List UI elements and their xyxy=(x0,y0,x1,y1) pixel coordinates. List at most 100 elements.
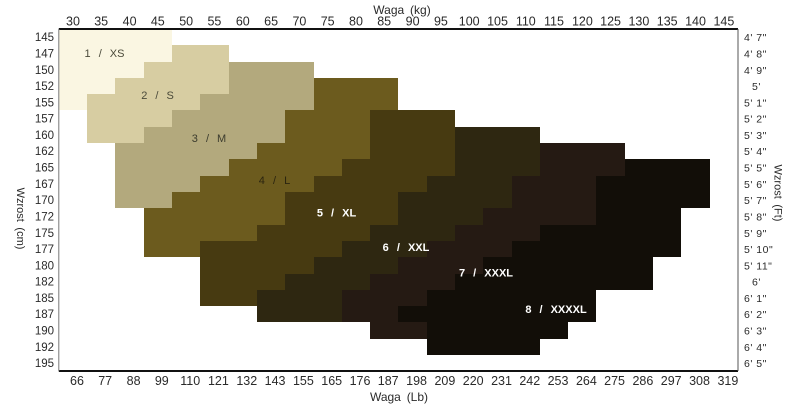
svg-text:85: 85 xyxy=(377,15,391,29)
svg-text:155: 155 xyxy=(293,374,314,388)
svg-text:209: 209 xyxy=(434,374,455,388)
svg-text:105: 105 xyxy=(487,15,508,29)
svg-text:Waga (kg): Waga (kg) xyxy=(373,3,430,17)
svg-text:242: 242 xyxy=(519,374,540,388)
svg-text:50: 50 xyxy=(179,15,193,29)
svg-text:110: 110 xyxy=(516,15,536,29)
svg-text:2 / S: 2 / S xyxy=(141,90,174,102)
svg-text:152: 152 xyxy=(35,81,54,93)
svg-text:175: 175 xyxy=(35,228,54,240)
svg-text:75: 75 xyxy=(321,15,335,29)
svg-text:198: 198 xyxy=(406,374,427,388)
svg-text:170: 170 xyxy=(35,195,54,207)
svg-text:Wzrost (Ft): Wzrost (Ft) xyxy=(772,165,784,222)
svg-text:55: 55 xyxy=(207,15,221,29)
svg-text:220: 220 xyxy=(463,374,484,388)
svg-text:167: 167 xyxy=(35,179,54,191)
svg-text:6' 2": 6' 2" xyxy=(744,309,767,321)
svg-text:157: 157 xyxy=(35,114,54,126)
svg-text:6' 3": 6' 3" xyxy=(744,326,767,338)
svg-text:5' 10": 5' 10" xyxy=(744,244,773,256)
svg-text:195: 195 xyxy=(35,358,54,370)
svg-text:147: 147 xyxy=(35,49,54,61)
svg-text:Wzrost (cm): Wzrost (cm) xyxy=(14,188,26,250)
svg-text:70: 70 xyxy=(292,15,306,29)
svg-text:80: 80 xyxy=(349,15,363,29)
svg-text:4' 7": 4' 7" xyxy=(744,32,767,44)
svg-text:5' 8": 5' 8" xyxy=(744,212,767,224)
svg-text:286: 286 xyxy=(632,374,653,388)
svg-text:120: 120 xyxy=(572,15,593,29)
svg-text:176: 176 xyxy=(350,374,371,388)
svg-text:187: 187 xyxy=(378,374,399,388)
svg-text:145: 145 xyxy=(713,15,734,29)
svg-text:8 / XXXXL: 8 / XXXXL xyxy=(525,304,587,316)
svg-text:5' 5": 5' 5" xyxy=(744,163,767,175)
svg-text:264: 264 xyxy=(576,374,597,388)
svg-text:3 / M: 3 / M xyxy=(192,133,226,145)
svg-text:121: 121 xyxy=(208,374,229,388)
svg-text:135: 135 xyxy=(657,15,678,29)
svg-text:60: 60 xyxy=(236,15,250,29)
svg-text:275: 275 xyxy=(604,374,625,388)
svg-text:5' 3": 5' 3" xyxy=(744,130,767,142)
svg-text:143: 143 xyxy=(265,374,286,388)
svg-text:231: 231 xyxy=(491,374,512,388)
svg-text:5' 4": 5' 4" xyxy=(744,146,767,158)
svg-text:5' 1": 5' 1" xyxy=(744,97,767,109)
svg-text:6' 5": 6' 5" xyxy=(744,358,767,370)
svg-text:150: 150 xyxy=(35,65,54,77)
svg-text:6': 6' xyxy=(752,277,761,289)
svg-text:132: 132 xyxy=(236,374,257,388)
svg-text:5' 7": 5' 7" xyxy=(744,195,767,207)
svg-text:4' 8": 4' 8" xyxy=(744,49,767,61)
svg-text:177: 177 xyxy=(35,244,54,256)
svg-text:5 / XL: 5 / XL xyxy=(317,208,357,220)
svg-text:Waga (Lb): Waga (Lb) xyxy=(370,390,428,404)
svg-text:140: 140 xyxy=(685,15,706,29)
svg-text:319: 319 xyxy=(717,374,738,388)
svg-text:5' 9": 5' 9" xyxy=(744,228,767,240)
svg-text:4 / L: 4 / L xyxy=(259,175,290,187)
svg-text:160: 160 xyxy=(35,130,54,142)
svg-text:297: 297 xyxy=(661,374,682,388)
svg-text:172: 172 xyxy=(35,212,54,224)
svg-text:162: 162 xyxy=(35,146,54,158)
svg-text:5' 2": 5' 2" xyxy=(744,114,767,126)
svg-text:130: 130 xyxy=(628,15,649,29)
svg-text:192: 192 xyxy=(35,342,54,354)
svg-text:30: 30 xyxy=(66,15,80,29)
svg-text:35: 35 xyxy=(94,15,108,29)
svg-text:110: 110 xyxy=(180,374,200,388)
svg-text:5' 6": 5' 6" xyxy=(744,179,767,191)
svg-text:90: 90 xyxy=(406,15,420,29)
svg-text:65: 65 xyxy=(264,15,278,29)
svg-text:6' 4": 6' 4" xyxy=(744,342,767,354)
svg-text:180: 180 xyxy=(35,260,54,272)
svg-text:5' 11": 5' 11" xyxy=(744,260,772,272)
svg-text:145: 145 xyxy=(35,32,54,44)
svg-text:5': 5' xyxy=(752,81,761,93)
svg-text:6' 1": 6' 1" xyxy=(744,293,767,305)
svg-text:88: 88 xyxy=(127,374,141,388)
svg-text:77: 77 xyxy=(98,374,112,388)
svg-text:1 / XS: 1 / XS xyxy=(85,48,125,60)
svg-text:125: 125 xyxy=(600,15,621,29)
svg-text:187: 187 xyxy=(35,309,54,321)
svg-text:190: 190 xyxy=(35,326,54,338)
svg-text:66: 66 xyxy=(70,374,84,388)
svg-text:115: 115 xyxy=(544,15,564,29)
svg-text:100: 100 xyxy=(459,15,480,29)
svg-text:253: 253 xyxy=(548,374,569,388)
svg-text:99: 99 xyxy=(155,374,169,388)
svg-text:182: 182 xyxy=(35,277,54,289)
svg-text:165: 165 xyxy=(35,163,54,175)
svg-text:308: 308 xyxy=(689,374,710,388)
svg-text:45: 45 xyxy=(151,15,165,29)
svg-text:40: 40 xyxy=(123,15,137,29)
svg-text:7 / XXXL: 7 / XXXL xyxy=(459,268,513,280)
svg-text:155: 155 xyxy=(35,97,54,109)
svg-text:6 / XXL: 6 / XXL xyxy=(383,242,430,254)
svg-text:165: 165 xyxy=(321,374,342,388)
svg-text:95: 95 xyxy=(434,15,448,29)
